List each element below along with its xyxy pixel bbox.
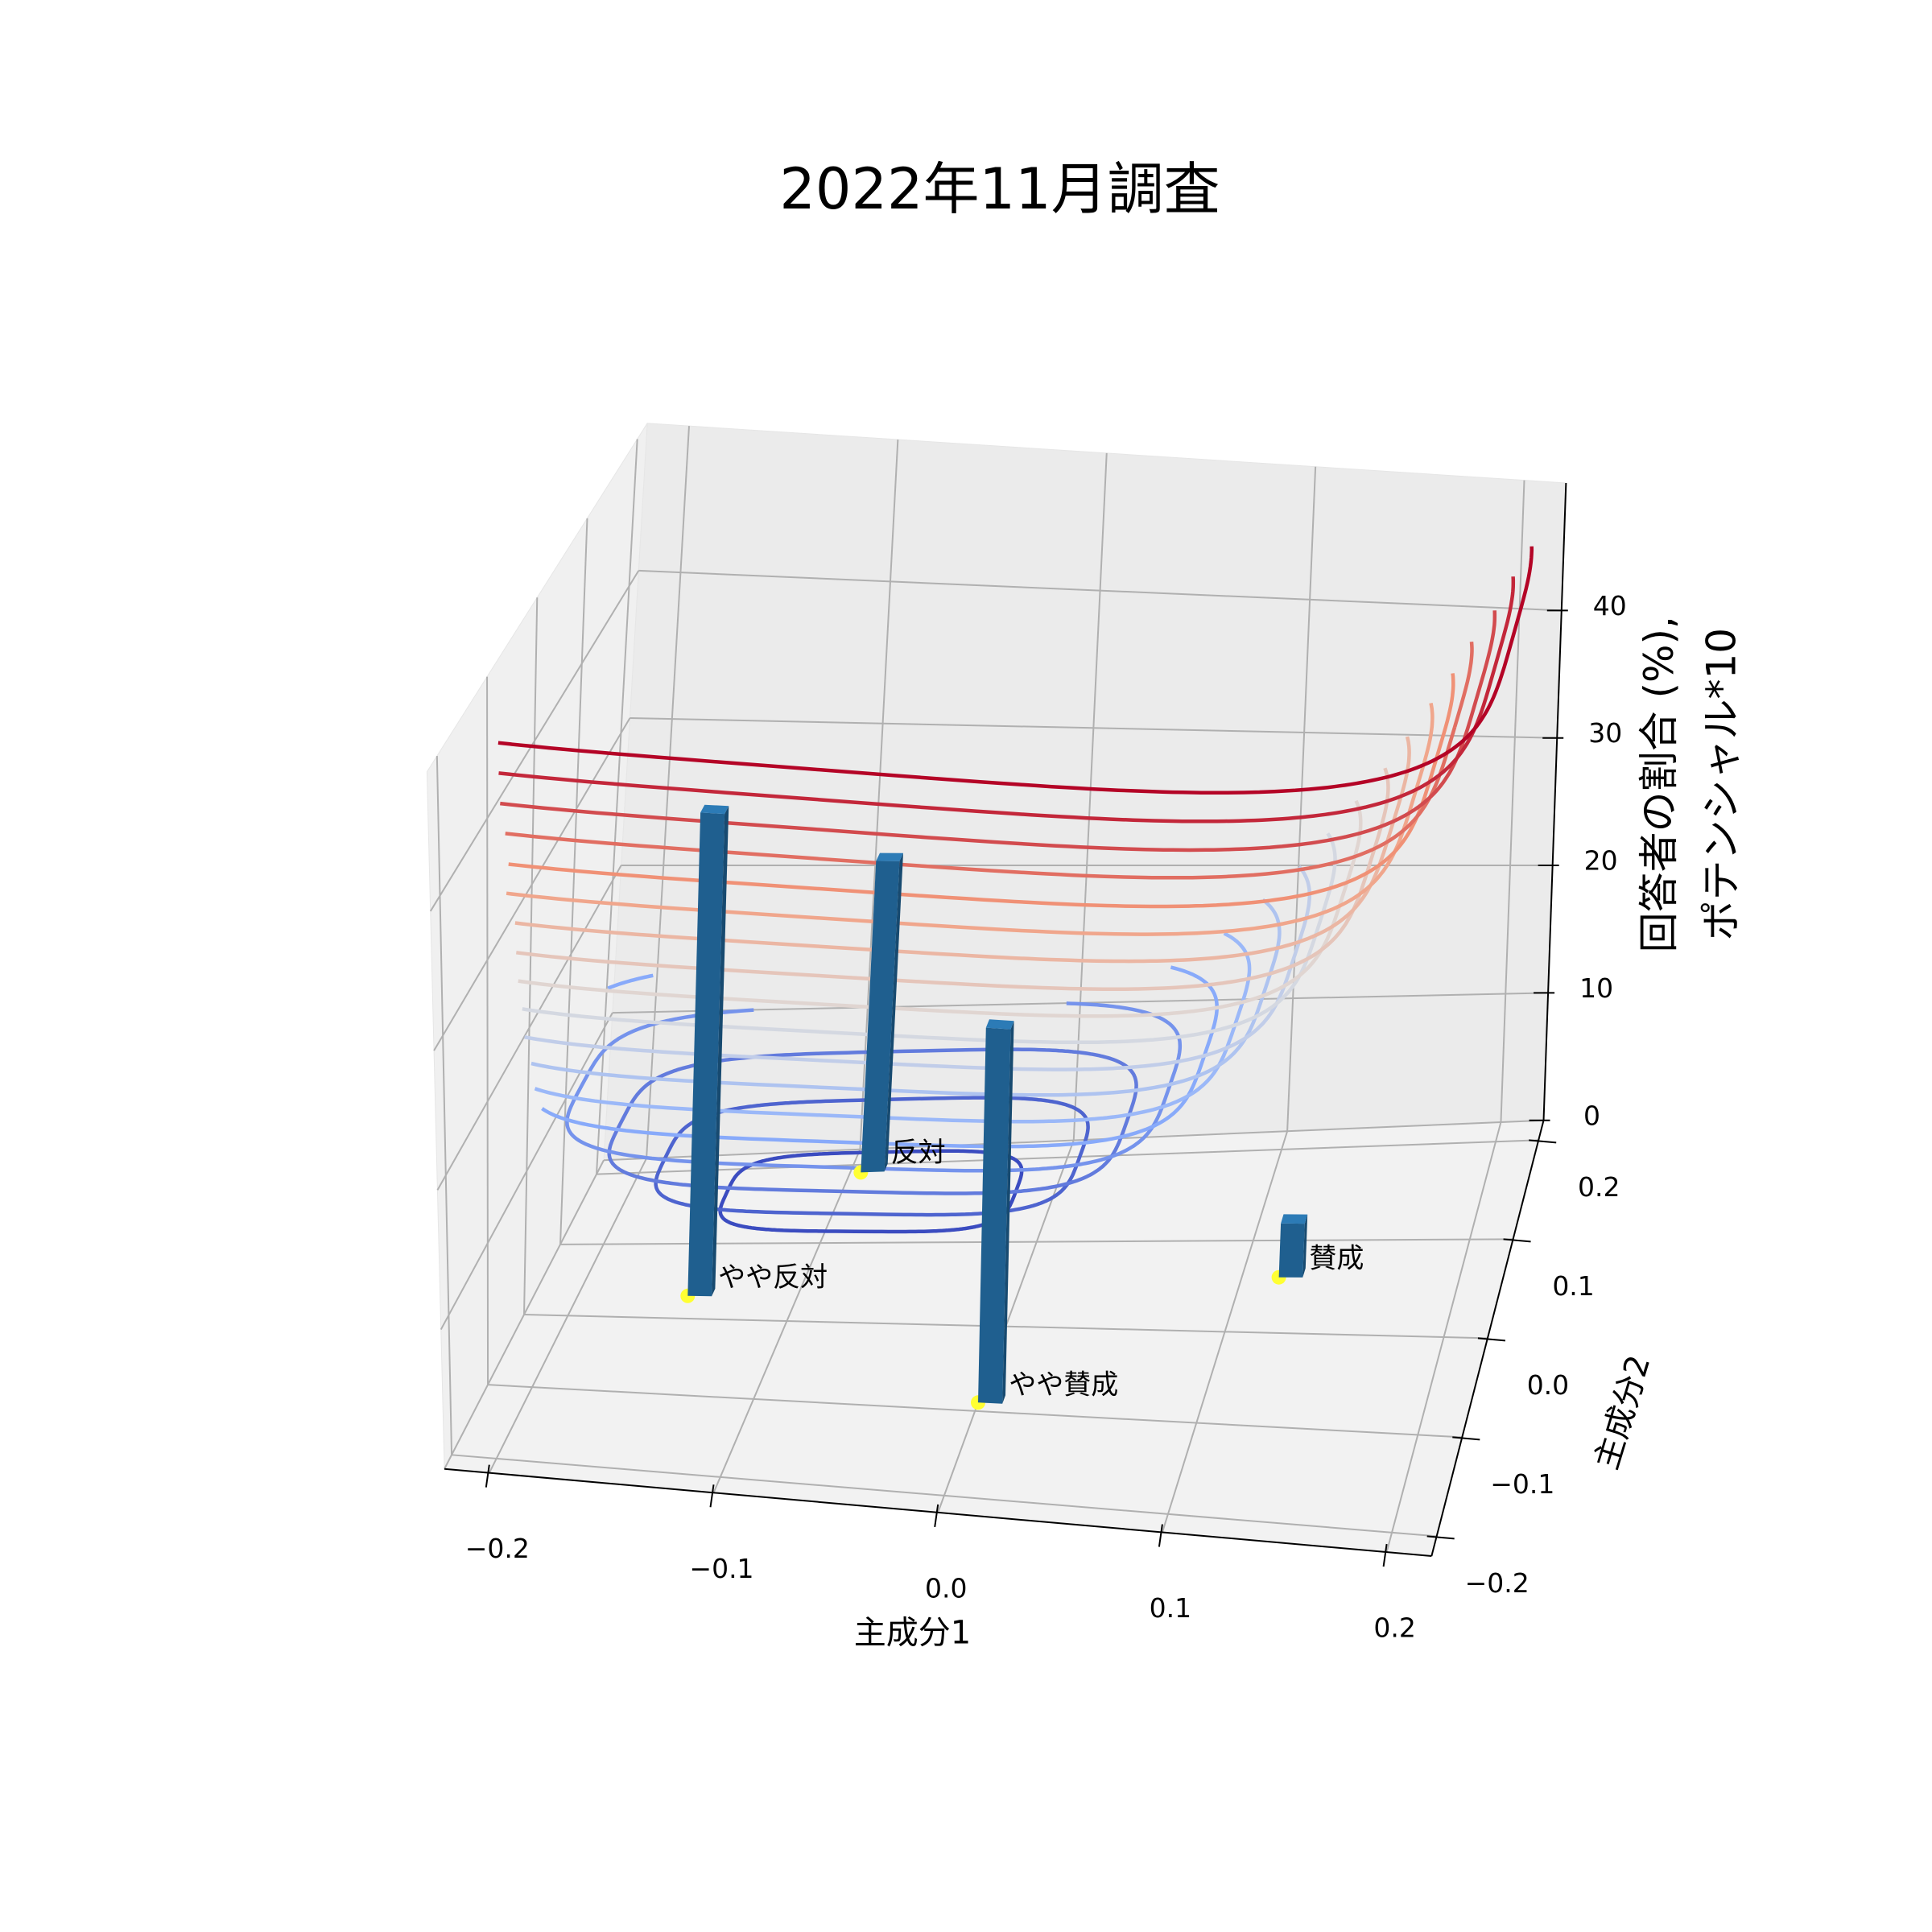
y-tick xyxy=(1452,1436,1480,1441)
contour-line xyxy=(500,610,1497,852)
grid-line xyxy=(1286,466,1317,1132)
grid-line xyxy=(436,756,453,1455)
y-tick-label: −0.2 xyxy=(1465,1567,1530,1599)
contour-line xyxy=(514,736,1411,964)
grid-line xyxy=(638,569,1562,612)
z-axis-label: ポテンシャル*10 xyxy=(1698,628,1744,941)
contour-line xyxy=(607,1047,1138,1195)
contour-line xyxy=(506,702,1435,936)
bar: 賛成 xyxy=(1271,1214,1364,1285)
grid-line xyxy=(859,439,899,1150)
x-tick xyxy=(709,1484,715,1508)
bar-side xyxy=(1302,1214,1308,1278)
y-axis-label: 主成分2 xyxy=(1588,1351,1658,1474)
grid-line xyxy=(1072,452,1108,1141)
bar-front xyxy=(687,812,725,1297)
y-tick xyxy=(1503,1238,1531,1243)
z-tick-label: 0 xyxy=(1583,1100,1600,1131)
contour-line xyxy=(505,642,1474,880)
x-tick xyxy=(485,1464,490,1488)
axis-line xyxy=(444,1468,1432,1557)
x-tick-label: −0.2 xyxy=(465,1533,530,1564)
bar-top xyxy=(700,804,729,815)
x-tick-label: 0.1 xyxy=(1150,1592,1191,1624)
grid-line xyxy=(646,426,690,1159)
contour-line xyxy=(541,965,1219,1149)
x-tick xyxy=(934,1504,939,1528)
bar-side xyxy=(884,852,903,1172)
back-pane xyxy=(603,423,1567,1161)
x-axis-label: 主成分1 xyxy=(854,1614,971,1651)
grid-line xyxy=(560,1238,1513,1245)
bar-label: やや賛成 xyxy=(1009,1368,1118,1401)
y-tick-label: 0.1 xyxy=(1552,1270,1594,1302)
grid-line xyxy=(603,1119,1544,1162)
y-tick xyxy=(1477,1337,1506,1342)
chart-title: 2022年11月調査 xyxy=(779,156,1220,222)
y-tick xyxy=(1426,1535,1455,1540)
grid-line xyxy=(630,716,1558,739)
axis-line xyxy=(1430,1120,1545,1557)
grid-line xyxy=(451,1454,1437,1538)
grid-line xyxy=(444,1159,605,1470)
bar: やや反対 xyxy=(680,804,828,1303)
z-tick-label: 30 xyxy=(1588,717,1622,749)
bar: やや賛成 xyxy=(971,1019,1118,1410)
y-tick-label: 0.0 xyxy=(1527,1369,1569,1401)
axis-line xyxy=(1542,482,1567,1121)
contour-line xyxy=(565,1001,1183,1173)
y-tick-label: 0.2 xyxy=(1578,1171,1620,1203)
bar-top xyxy=(985,1019,1014,1030)
bar-label: やや反対 xyxy=(718,1261,828,1294)
bar: 反対 xyxy=(853,852,946,1180)
grid-line xyxy=(436,865,622,1191)
bar-front xyxy=(861,861,900,1173)
z-tick-label: 40 xyxy=(1593,590,1627,621)
x-tick-label: 0.0 xyxy=(925,1572,967,1604)
grid-line xyxy=(433,717,631,1051)
grid-line xyxy=(429,570,640,912)
bar-front xyxy=(978,1027,1011,1404)
z-tick-label: 20 xyxy=(1584,845,1618,877)
contour-line xyxy=(534,931,1252,1124)
x-tick-label: 0.2 xyxy=(1373,1612,1415,1644)
grid-line xyxy=(487,1384,1463,1439)
grid-line xyxy=(486,676,489,1385)
contour-line xyxy=(497,546,1534,795)
bar-top xyxy=(1281,1214,1308,1224)
bar-top xyxy=(876,852,903,861)
bar-label: 反対 xyxy=(891,1137,946,1169)
x-tick xyxy=(1158,1524,1163,1547)
grid-line xyxy=(1500,480,1525,1123)
x-tick xyxy=(1382,1543,1388,1567)
grid-line xyxy=(440,1012,613,1331)
z-tick-label: 10 xyxy=(1579,972,1613,1004)
bar-side xyxy=(1002,1021,1014,1404)
bar-front xyxy=(1278,1223,1305,1278)
contour-line xyxy=(498,576,1516,824)
z-axis-label: 回答者の割合 (%), xyxy=(1636,616,1682,952)
y-tick-label: −0.1 xyxy=(1490,1468,1554,1500)
grid-line xyxy=(596,1139,1539,1175)
x-tick-label: −0.1 xyxy=(689,1553,753,1584)
bar-side xyxy=(712,806,729,1297)
bar-label: 賛成 xyxy=(1309,1242,1364,1274)
grid-line xyxy=(559,518,588,1245)
y-tick xyxy=(1529,1139,1557,1144)
